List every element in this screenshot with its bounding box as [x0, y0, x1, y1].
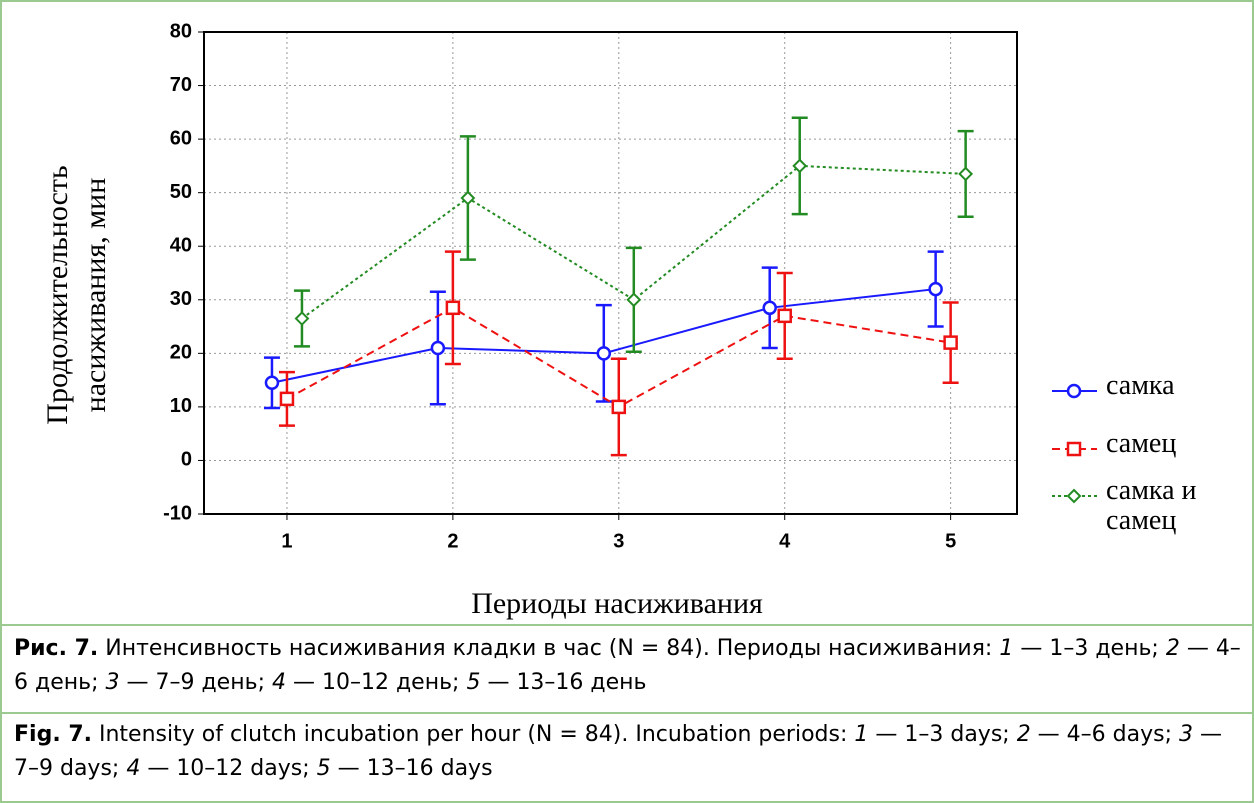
marker	[264, 375, 280, 391]
marker	[762, 300, 777, 316]
caption-text: 3	[1179, 722, 1193, 747]
caption-text: Интенсивность насиживания кладки в час (…	[98, 636, 1000, 661]
marker	[294, 311, 310, 326]
caption-text: — 13–16 days	[330, 756, 493, 781]
separator	[2, 624, 1252, 626]
caption-text: — 10–12 days;	[140, 756, 317, 781]
legend-marker	[1066, 441, 1082, 457]
marker	[943, 335, 958, 350]
y-tick-label: -10	[163, 502, 192, 524]
x-tick-label: 4	[779, 530, 791, 552]
caption-text: — 7–9 день;	[119, 670, 272, 695]
marker	[928, 281, 943, 297]
caption-label: Рис. 7.	[14, 636, 99, 661]
marker	[958, 166, 974, 182]
marker	[445, 300, 461, 316]
caption-text: 2	[1016, 722, 1031, 747]
marker	[792, 158, 808, 174]
series-line	[301, 164, 966, 320]
caption-ru: Рис. 7. Интенсивность насиживания кладки…	[14, 632, 1246, 700]
caption-text: — 10–12 день;	[285, 670, 467, 695]
caption-en: Fig. 7. Intensity of clutch incubation p…	[14, 718, 1246, 786]
caption-text: — 1–3 день;	[1013, 636, 1166, 661]
y-tick-label: 30	[170, 288, 192, 310]
marker	[460, 190, 476, 206]
caption-text: 2	[1165, 636, 1180, 661]
legend-label: самка и самец	[1106, 475, 1197, 536]
caption-text: 5	[316, 756, 331, 781]
x-tick-label: 5	[945, 530, 956, 552]
y-tick-label: 20	[170, 342, 192, 364]
marker	[626, 292, 642, 308]
marker	[430, 340, 446, 356]
y-tick-label: 80	[170, 20, 192, 42]
legend-label: самка	[1106, 370, 1175, 401]
caption-text: 3	[105, 670, 120, 695]
x-tick-label: 2	[447, 530, 458, 552]
caption-text: 5	[466, 670, 481, 695]
y-tick-label: 60	[170, 127, 192, 149]
caption-text: — 7–9 days;	[14, 722, 1229, 781]
separator	[2, 712, 1252, 714]
caption-label: Fig. 7.	[14, 722, 92, 747]
legend-marker	[1066, 383, 1082, 399]
x-tick-label: 3	[613, 530, 624, 552]
marker	[279, 391, 295, 407]
y-tick-label: 10	[170, 395, 192, 417]
x-tick-label: 1	[281, 530, 292, 552]
caption-text: 4	[271, 670, 286, 695]
marker	[596, 346, 612, 361]
y-tick-label: 0	[181, 449, 192, 471]
caption-text: 1	[999, 636, 1014, 661]
caption-text: — 1–3 days;	[868, 722, 1017, 747]
caption-text: 1	[854, 722, 869, 747]
plot-frame	[203, 31, 1018, 515]
y-tick-label: 40	[170, 235, 192, 257]
legend-label: самец	[1106, 428, 1177, 459]
marker	[777, 308, 792, 324]
caption-text: — 13–16 день	[480, 670, 647, 695]
caption-text: Intensity of clutch incubation per hour …	[92, 722, 855, 747]
y-axis-label: Продолжительность насиживания, мин	[41, 165, 112, 425]
caption-text: — 4–6 день;	[14, 636, 1241, 695]
y-tick-label: 70	[170, 74, 192, 96]
marker	[611, 399, 627, 415]
caption-text: 4	[126, 756, 141, 781]
x-axis-label: Периоды насиживания	[471, 587, 763, 620]
y-tick-label: 50	[170, 181, 192, 203]
caption-text: — 4–6 days;	[1030, 722, 1179, 747]
legend-marker	[1066, 488, 1082, 504]
